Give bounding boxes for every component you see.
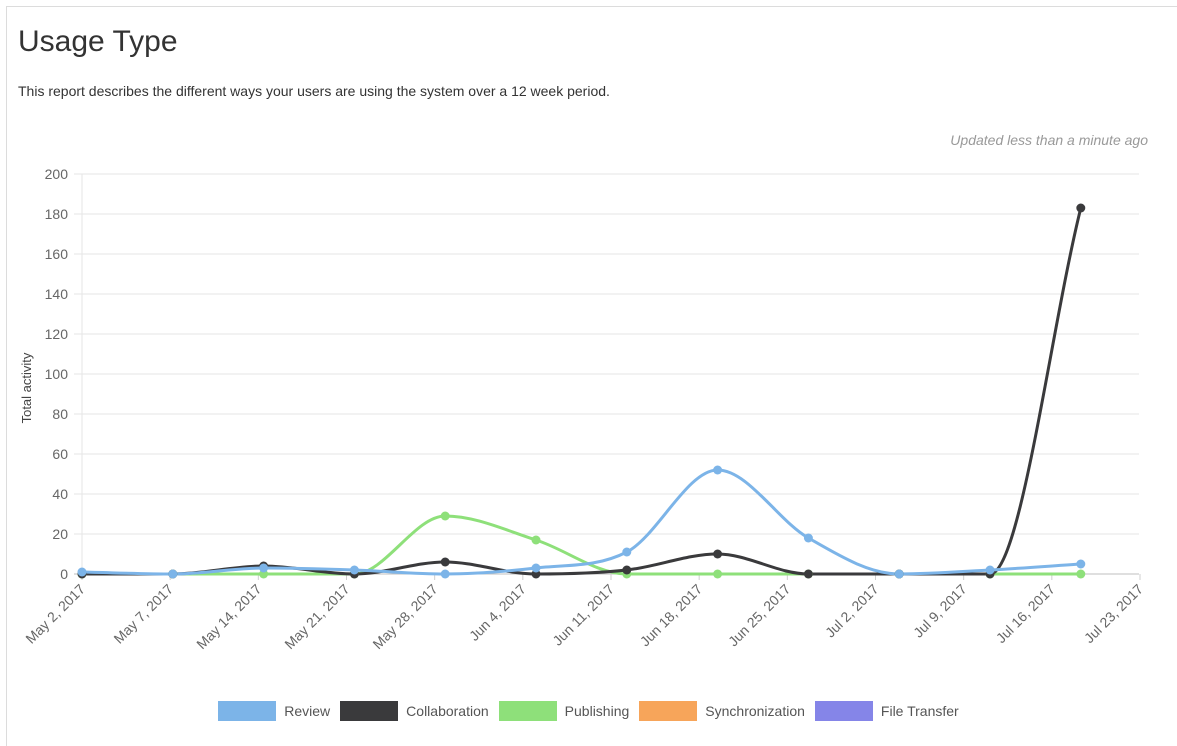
y-tick-label: 180 bbox=[45, 206, 69, 222]
report-panel bbox=[6, 6, 1177, 746]
y-tick-label: 200 bbox=[45, 166, 69, 182]
data-point-review[interactable] bbox=[713, 465, 723, 475]
legend-item-collaboration[interactable]: Collaboration bbox=[340, 701, 489, 721]
y-tick-label: 0 bbox=[60, 566, 68, 582]
data-point-collaboration[interactable] bbox=[622, 565, 632, 575]
legend-swatch-review bbox=[218, 701, 277, 721]
report-description: This report describes the different ways… bbox=[18, 83, 610, 99]
data-point-publishing[interactable] bbox=[1076, 569, 1086, 579]
legend-swatch-synchronization bbox=[639, 701, 698, 721]
series-line-review bbox=[81, 468, 1081, 576]
legend-swatch-publishing bbox=[498, 701, 557, 721]
data-point-review[interactable] bbox=[77, 567, 87, 577]
legend-swatch-collaboration bbox=[340, 701, 399, 721]
series-lines bbox=[81, 207, 1083, 576]
legend-item-publishing[interactable]: Publishing bbox=[498, 701, 630, 721]
data-point-publishing[interactable] bbox=[531, 535, 541, 545]
x-tick-label: May 14, 2017 bbox=[193, 581, 264, 652]
x-tick-label: May 28, 2017 bbox=[369, 581, 440, 652]
x-axis: May 2, 2017 May 7, 2017 May 14, 2017 May 21… bbox=[22, 574, 1146, 652]
x-tick-label: Jun 11, 2017 bbox=[549, 581, 617, 649]
legend-label: Collaboration bbox=[406, 703, 489, 719]
legend-label: Synchronization bbox=[705, 703, 805, 719]
x-tick-label: Jun 18, 2017 bbox=[637, 581, 706, 650]
data-point-collaboration[interactable] bbox=[803, 569, 813, 579]
data-point-publishing[interactable] bbox=[713, 569, 723, 579]
data-point-review[interactable] bbox=[1076, 559, 1086, 569]
legend-label: Review bbox=[284, 703, 331, 719]
legend-label: Publishing bbox=[564, 703, 630, 719]
x-tick-label: Jul 2, 2017 bbox=[822, 581, 882, 641]
data-point-review[interactable] bbox=[531, 563, 541, 573]
data-point-collaboration[interactable] bbox=[440, 557, 450, 567]
data-point-review[interactable] bbox=[168, 569, 178, 579]
data-point-review[interactable] bbox=[349, 565, 359, 575]
x-tick-label: May 7, 2017 bbox=[110, 581, 176, 647]
chart-grid bbox=[74, 173, 1139, 580]
x-tick-label: Jul 23, 2017 bbox=[1081, 581, 1146, 646]
y-tick-label: 60 bbox=[52, 446, 68, 462]
legend-swatch-file-transfer bbox=[814, 701, 873, 721]
data-point-review[interactable] bbox=[985, 565, 995, 575]
y-tick-label: 80 bbox=[52, 406, 68, 422]
y-tick-label: 160 bbox=[45, 246, 69, 262]
page-title: Usage Type bbox=[18, 25, 178, 58]
y-tick-label: 140 bbox=[45, 286, 69, 302]
data-point-review[interactable] bbox=[259, 563, 269, 573]
x-tick-label: May 21, 2017 bbox=[281, 581, 352, 652]
y-axis: 0 20 40 60 80 100 120 140 160 180 200 bbox=[45, 166, 69, 582]
legend-item-file-transfer[interactable]: File Transfer bbox=[814, 701, 959, 721]
data-point-review[interactable] bbox=[622, 547, 632, 557]
series-points bbox=[77, 203, 1086, 579]
data-point-collaboration[interactable] bbox=[1076, 203, 1086, 213]
x-tick-label: Jul 9, 2017 bbox=[910, 581, 970, 641]
legend-item-review[interactable]: Review bbox=[218, 701, 330, 721]
y-tick-label: 40 bbox=[52, 486, 68, 502]
y-tick-label: 100 bbox=[45, 366, 69, 382]
updated-timestamp: Updated less than a minute ago bbox=[950, 132, 1148, 148]
y-tick-label: 120 bbox=[45, 326, 69, 342]
x-tick-label: Jun 4, 2017 bbox=[466, 581, 529, 644]
data-point-publishing[interactable] bbox=[440, 511, 450, 521]
y-axis-label: Total activity bbox=[19, 352, 34, 423]
legend-label: File Transfer bbox=[880, 703, 959, 719]
data-point-review[interactable] bbox=[803, 533, 813, 543]
y-tick-label: 20 bbox=[52, 526, 68, 542]
data-point-review[interactable] bbox=[440, 569, 450, 579]
data-point-collaboration[interactable] bbox=[713, 549, 723, 559]
chart-legend: Review Collaboration Publishing Synchroniza… bbox=[0, 700, 1177, 722]
series-line-collaboration bbox=[82, 207, 1083, 576]
x-tick-label: Jul 16, 2017 bbox=[993, 581, 1058, 646]
data-point-review[interactable] bbox=[894, 569, 904, 579]
x-tick-label: Jun 25, 2017 bbox=[725, 581, 794, 650]
legend-item-synchronization[interactable]: Synchronization bbox=[639, 701, 805, 721]
x-tick-label: May 2, 2017 bbox=[22, 581, 88, 647]
